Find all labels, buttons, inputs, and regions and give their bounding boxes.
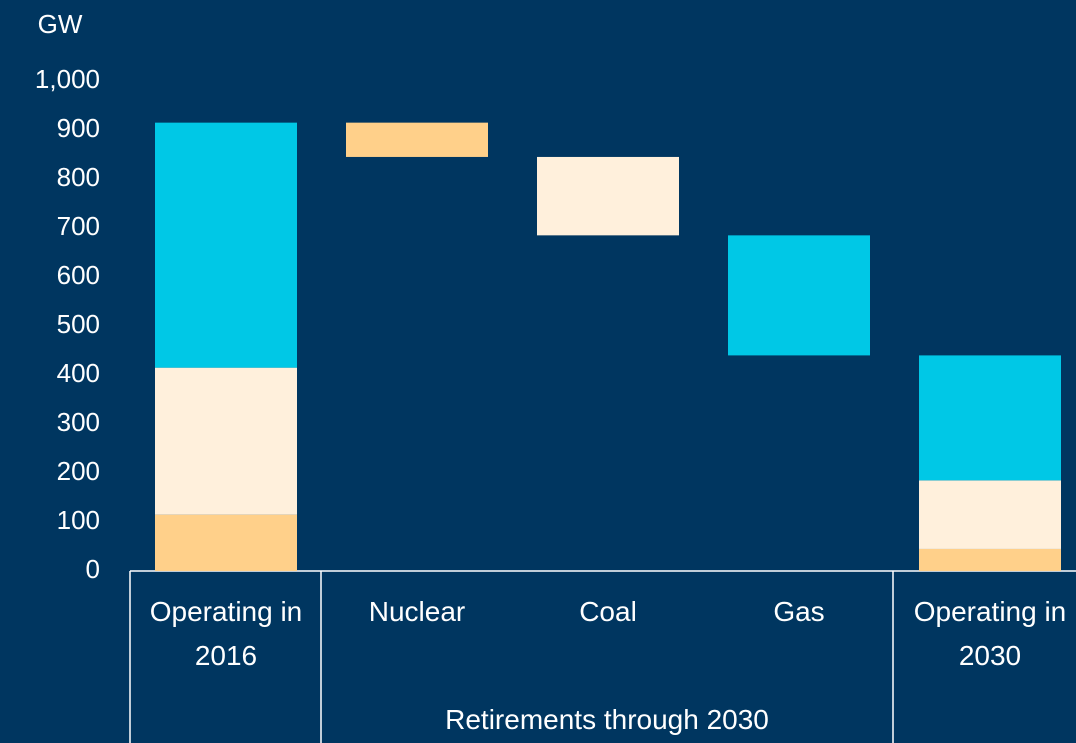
y-tick-label: 700 [57,211,100,241]
bar-segment [155,367,297,515]
bar-segment [728,235,870,356]
y-tick-label: 900 [57,113,100,143]
bar-segment [155,514,297,571]
y-tick-label: 500 [57,309,100,339]
y-tick-label: 800 [57,162,100,192]
x-tick-label: Nuclear [368,596,466,627]
x-tick-label: Operating in 2030 [913,596,1067,671]
y-tick-label: 100 [57,505,100,535]
y-tick-label: 600 [57,260,100,290]
y-tick-label: 400 [57,358,100,388]
y-tick-label: 1,000 [35,64,100,94]
y-tick-label: 0 [86,554,100,584]
bar-segment [537,156,679,236]
bar-segment [919,480,1061,549]
bar-segment [346,122,488,157]
bar-segment [919,355,1061,481]
x-tick-label: Coal [579,596,637,627]
y-axis-label: GW [38,9,83,39]
bar-segment [919,548,1061,571]
y-tick-label: 300 [57,407,100,437]
bar-segment [155,122,297,368]
x-tick-label: Gas [773,596,825,627]
y-tick-label: 200 [57,456,100,486]
x-tick-label: Operating in 2016 [149,596,303,671]
group-label: Retirements through 2030 [445,704,769,735]
